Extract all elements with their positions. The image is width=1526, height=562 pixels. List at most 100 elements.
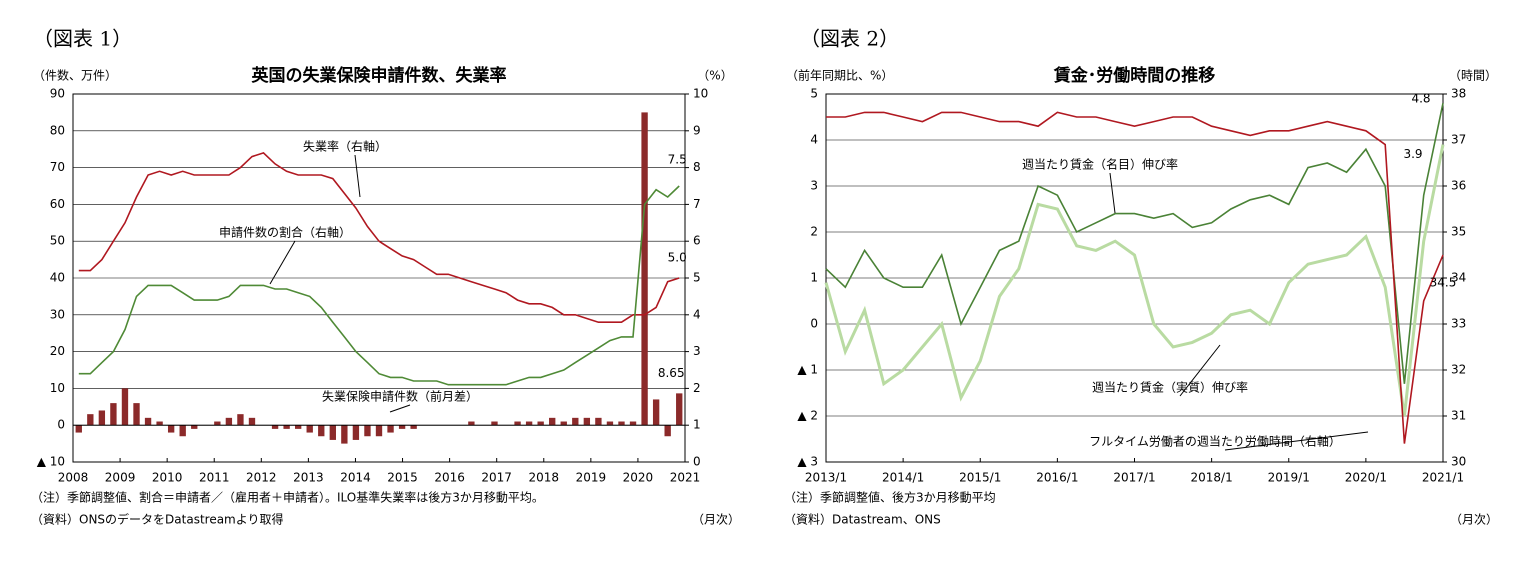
y-tick-label: 10 — [50, 381, 65, 395]
callout-arrow — [269, 240, 296, 285]
bar — [549, 417, 556, 426]
y2-tick-label: 31 — [1451, 409, 1466, 423]
y2-tick-label: 0 — [693, 455, 701, 469]
chart-title: 賃金･労働時間の推移 — [1053, 65, 1216, 86]
y2-tick-label: 35 — [1451, 225, 1466, 239]
y2-tick-label: 3 — [693, 344, 701, 358]
x-tick-label: 2021/1 — [1422, 471, 1464, 485]
callout-arrow — [389, 404, 411, 413]
series-label: 失業保険申請件数（前月差） — [322, 389, 478, 404]
data-label: 4.8 — [1411, 92, 1430, 106]
bar — [387, 425, 394, 433]
x-tick-label: 2019/1 — [1268, 471, 1310, 485]
bar — [364, 425, 371, 437]
series-label: 週当たり賃金（実質）伸び率 — [1092, 380, 1248, 395]
series-label: 失業率（右軸） — [303, 139, 387, 154]
x-tick-label: 2015 — [387, 471, 418, 485]
bar — [329, 425, 336, 440]
y-tick-label: 4 — [810, 133, 818, 147]
callout-arrow — [1109, 172, 1116, 214]
y2-tick-label: 6 — [693, 234, 701, 248]
y2-tick-label: 32 — [1451, 363, 1466, 377]
data-label: 34.5 — [1430, 276, 1457, 290]
x-tick-label: 2018 — [528, 471, 559, 485]
x-tick-label: 2017/1 — [1113, 471, 1155, 485]
line — [824, 144, 1445, 417]
series-label: 週当たり賃金（名目）伸び率 — [1022, 157, 1178, 172]
y-tick-label: ▲ 3 — [797, 455, 818, 469]
y-tick-label: ▲ 10 — [37, 455, 65, 469]
x-tick-label: 2016/1 — [1036, 471, 1078, 485]
note: （資料）ONSのデータをDatastreamより取得 — [31, 512, 284, 527]
bar — [572, 417, 579, 426]
y-tick-label: 90 — [50, 87, 65, 101]
bar — [398, 425, 406, 429]
x-tick-label: 2011 — [199, 471, 230, 485]
bar — [352, 425, 360, 440]
x-tick-label: 2013 — [293, 471, 324, 485]
bar — [676, 393, 683, 426]
y-tick-label: 60 — [50, 197, 65, 211]
series-label: フルタイム労働者の週当たり労働時間（右軸） — [1089, 434, 1341, 449]
bar — [133, 403, 140, 426]
data-label: 3.9 — [1403, 147, 1422, 161]
x-tick-label: 2020 — [623, 471, 654, 485]
line — [78, 185, 680, 386]
y2-tick-label: 9 — [693, 123, 701, 137]
bar — [75, 425, 82, 433]
y2-tick-label: 38 — [1451, 87, 1466, 101]
line — [826, 111, 1444, 444]
bar — [537, 421, 544, 426]
y-axis-label: （件数、万件） — [33, 68, 117, 83]
bar — [121, 388, 129, 426]
y2-tick-label: 10 — [693, 87, 708, 101]
y-tick-label: 40 — [50, 271, 65, 285]
y-tick-label: 5 — [810, 87, 818, 101]
data-label: 5.0 — [668, 251, 687, 265]
series-label: 申請件数の割合（右軸） — [219, 225, 351, 240]
x-tick-label: 2010 — [152, 471, 183, 485]
note: （資料）Datastream、ONS — [784, 513, 941, 527]
y2-tick-label: 7 — [693, 197, 701, 211]
line — [78, 151, 680, 323]
y-axis-label: （前年同期比、%） — [786, 68, 893, 83]
x-tick-label: 2016 — [434, 471, 465, 485]
bar — [375, 425, 383, 437]
bar — [214, 421, 221, 426]
x-tick-label: 2014/1 — [882, 471, 924, 485]
x-tick-label: 2015/1 — [959, 471, 1001, 485]
x-tick-label: 2018/1 — [1191, 471, 1233, 485]
callout-arrow — [1179, 344, 1221, 397]
y2-tick-label: 4 — [693, 307, 701, 321]
x-tick-label: 2019 — [576, 471, 607, 485]
bar — [110, 403, 117, 426]
y-tick-label: 20 — [50, 344, 65, 358]
y-tick-label: 80 — [50, 123, 65, 137]
bar — [583, 417, 591, 426]
y2-tick-label: 36 — [1451, 179, 1466, 193]
x-unit: （月次） — [1450, 513, 1498, 527]
y-tick-label: 2 — [810, 225, 818, 239]
bar — [652, 399, 660, 426]
bar — [237, 414, 244, 426]
bar — [294, 425, 302, 429]
y-tick-label: 50 — [50, 234, 65, 248]
bar — [410, 425, 417, 429]
y2-tick-label: 34 — [1451, 271, 1466, 285]
y-tick-label: 30 — [50, 307, 65, 321]
bar — [341, 425, 348, 444]
x-tick-label: 2020/1 — [1345, 471, 1387, 485]
bar — [560, 421, 567, 426]
y-tick-label: ▲ 1 — [797, 363, 818, 377]
y2-tick-label: 30 — [1451, 455, 1466, 469]
bar — [248, 417, 256, 426]
bar — [618, 421, 625, 426]
callout-arrow — [1224, 431, 1369, 451]
y2-axis-label: （時間） — [1449, 69, 1497, 83]
y-tick-label: 70 — [50, 160, 65, 174]
y2-tick-label: 5 — [693, 271, 701, 285]
x-tick-label: 2009 — [105, 471, 136, 485]
data-label: 7.5 — [668, 153, 687, 167]
bar — [629, 421, 637, 426]
y2-tick-label: 2 — [693, 381, 701, 395]
